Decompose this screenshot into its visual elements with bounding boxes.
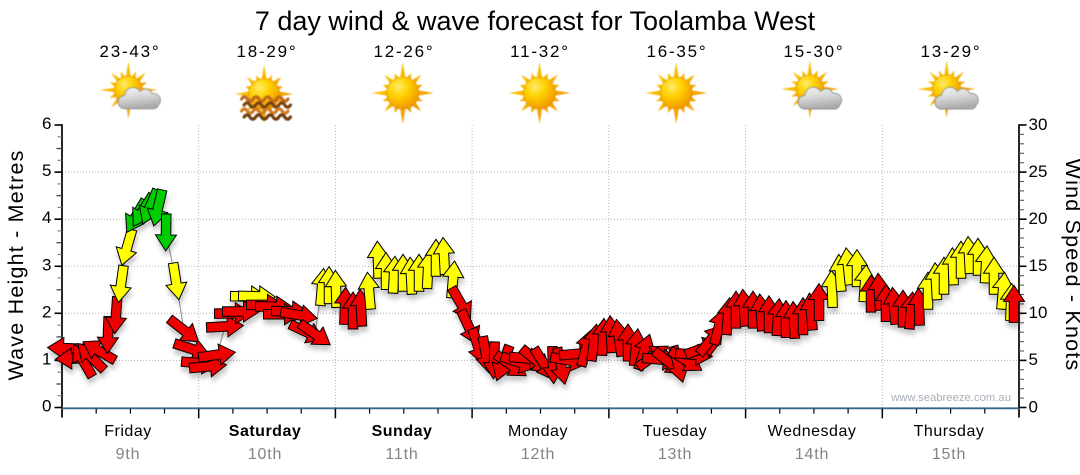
svg-text:Friday: Friday: [104, 423, 151, 440]
svg-text:18-29°: 18-29°: [236, 42, 297, 61]
svg-text:1: 1: [42, 349, 51, 368]
svg-text:9th: 9th: [116, 446, 141, 463]
svg-text:12th: 12th: [521, 446, 555, 463]
svg-text:3: 3: [42, 255, 51, 274]
svg-text:Monday: Monday: [508, 423, 568, 440]
svg-text:6: 6: [42, 114, 51, 133]
svg-text:12-26°: 12-26°: [373, 42, 434, 61]
svg-text:10th: 10th: [248, 446, 282, 463]
svg-text:Wednesday: Wednesday: [768, 423, 857, 440]
svg-text:7 day wind & wave forecast for: 7 day wind & wave forecast for Toolamba …: [255, 6, 816, 36]
svg-text:15th: 15th: [932, 446, 966, 463]
svg-text:15: 15: [1029, 256, 1048, 275]
svg-text:0: 0: [1029, 397, 1038, 416]
svg-text:25: 25: [1029, 162, 1048, 181]
svg-text:Sunday: Sunday: [372, 423, 433, 440]
svg-text:11-32°: 11-32°: [510, 42, 570, 61]
svg-text:Wave Height - Metres: Wave Height - Metres: [4, 149, 28, 380]
svg-text:5: 5: [42, 161, 51, 180]
svg-text:11th: 11th: [385, 446, 418, 463]
svg-text:13-29°: 13-29°: [920, 42, 981, 61]
svg-text:16-35°: 16-35°: [646, 42, 707, 61]
svg-text:15-30°: 15-30°: [783, 42, 844, 61]
svg-text:2: 2: [42, 302, 51, 321]
svg-text:Wind Speed - Knots: Wind Speed - Knots: [1061, 159, 1080, 372]
svg-text:30: 30: [1029, 115, 1048, 134]
svg-text:5: 5: [1029, 350, 1038, 369]
svg-text:Saturday: Saturday: [229, 423, 301, 440]
svg-text:0: 0: [42, 397, 51, 416]
svg-text:Thursday: Thursday: [914, 423, 985, 440]
svg-text:20: 20: [1029, 209, 1048, 228]
svg-text:13th: 13th: [658, 446, 692, 463]
svg-text:4: 4: [42, 208, 51, 227]
svg-text:23-43°: 23-43°: [99, 42, 160, 61]
svg-text:14th: 14th: [795, 446, 829, 463]
svg-text:www.seabreeze.com.au: www.seabreeze.com.au: [890, 392, 1011, 404]
svg-text:10: 10: [1029, 303, 1048, 322]
svg-text:Tuesday: Tuesday: [643, 423, 707, 440]
